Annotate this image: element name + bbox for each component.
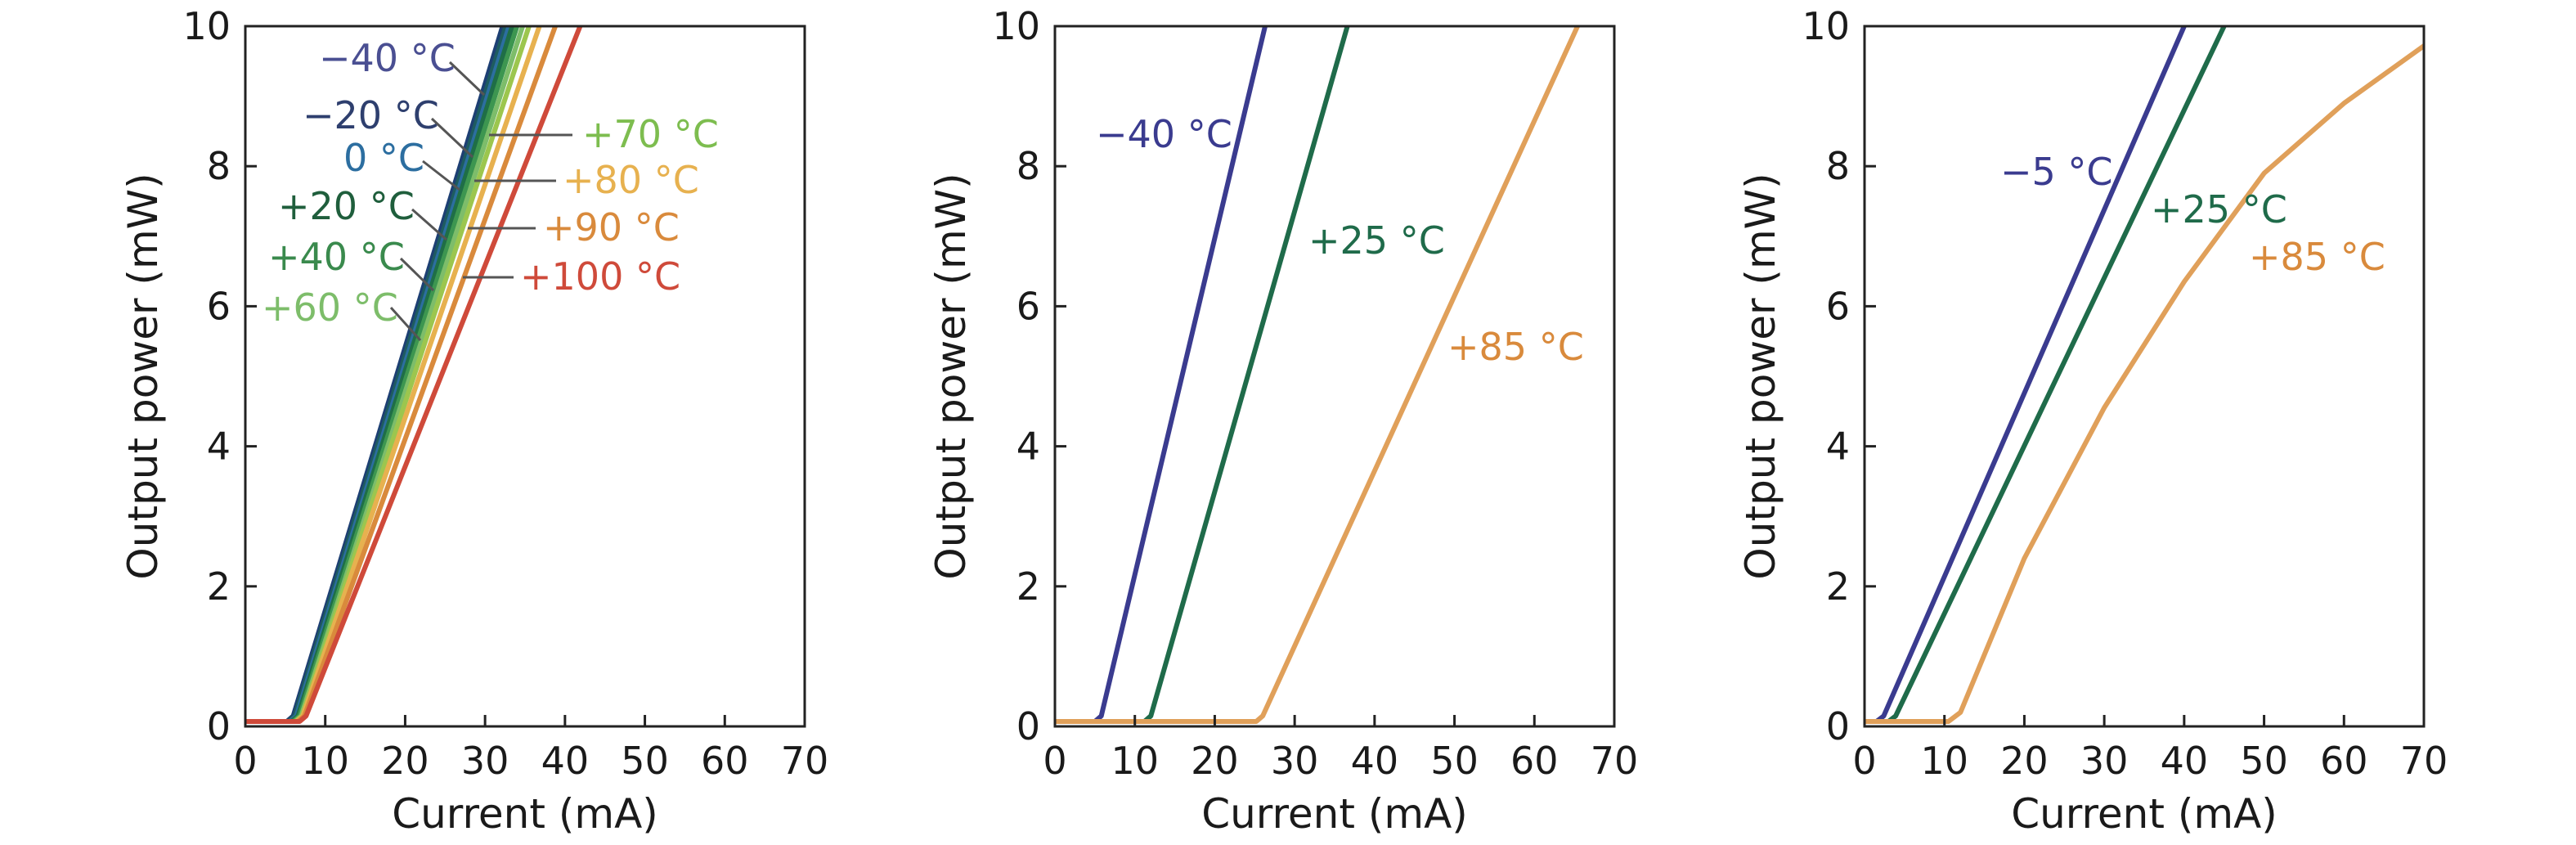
panel-2-y-tick-label: 4 — [1016, 425, 1040, 469]
panel-1-y-tick-label: 4 — [207, 425, 231, 469]
panel-1-ticks: 0 10 20 30 40 50 60 70 0 2 4 6 8 10 — [182, 4, 828, 783]
panel-2-label-plus25: +25 °C — [1308, 218, 1445, 263]
panel-3-y-tick-label: 8 — [1826, 144, 1850, 188]
panel-2-y-tick-label: 0 — [1016, 704, 1040, 748]
panel-1-x-tick-label: 0 — [233, 739, 257, 783]
panel-2-y-tick-label: 10 — [992, 4, 1040, 48]
panel-1-x-tick-label: 30 — [461, 739, 509, 783]
panel-3-x-tick-label: 40 — [2161, 739, 2209, 783]
panel-3-series-line-1 — [1865, 26, 2187, 724]
panel-3-label-plus25: +25 °C — [2151, 187, 2287, 231]
panel-2-x-tick-label: 60 — [1510, 739, 1559, 783]
panel-3-y-axis-label: Output power (mW) — [1737, 173, 1784, 579]
panel-2-label-plus85: +85 °C — [1447, 325, 1584, 369]
panel-2-series-line-1 — [1055, 26, 1268, 724]
panel-1-y-tick-label: 2 — [207, 564, 231, 609]
panel-3-y-tick-label: 6 — [1826, 284, 1850, 328]
panel-1-x-axis-label: Current (mA) — [392, 790, 658, 838]
panel-2-y-tick-label: 8 — [1016, 144, 1040, 188]
panel-1-x-tick-label: 20 — [381, 739, 429, 783]
panel-2-x-tick-label: 70 — [1591, 739, 1639, 783]
panel-1-label-plus20: +20 °C — [278, 184, 415, 228]
panel-1-label-0: 0 °C — [343, 136, 424, 180]
panel-1-leader-plus40 — [399, 257, 435, 292]
panel-2-series-line-3 — [1055, 26, 1581, 724]
panel-3-series-line-2 — [1865, 26, 2227, 724]
panel-1-leader-plus20 — [411, 208, 447, 241]
panel-1-plot-frame — [244, 25, 806, 728]
panel-2-x-axis-label: Current (mA) — [1201, 790, 1468, 838]
panel-1-leader-0 — [422, 160, 460, 191]
panel-2-ticks: 0 10 20 30 40 50 60 70 0 2 4 6 8 10 — [992, 4, 1638, 783]
panel-1-y-tick-label: 0 — [207, 704, 231, 748]
panel-1-label-plus40: +40 °C — [268, 235, 405, 279]
panel-3-y-tick-label: 10 — [1802, 4, 1850, 48]
panel-3-x-tick-label: 20 — [2000, 739, 2049, 783]
panel-1-label-minus20: −20 °C — [303, 93, 439, 137]
panel-1-label-plus90: +90 °C — [543, 205, 680, 249]
panel-3-curves — [1865, 26, 2424, 724]
panel-3: 0 10 20 30 40 50 60 70 0 2 4 6 8 10 Current (mA) Outp… — [1737, 4, 2448, 838]
panel-3-series-line-3 — [1865, 43, 2424, 724]
panel-1-y-tick-label: 8 — [207, 144, 231, 188]
panel-1-label-plus100: +100 °C — [520, 254, 680, 299]
panel-1-x-tick-label: 40 — [541, 739, 590, 783]
panel-3-label-minus5: −5 °C — [2000, 150, 2113, 194]
panel-1-leader-minus20 — [430, 117, 474, 159]
panel-2-curves — [1055, 26, 1581, 724]
panel-1-leader-minus40 — [448, 61, 486, 97]
panel-1-y-tick-label: 6 — [207, 284, 231, 328]
panel-3-plot-frame — [1863, 25, 2426, 728]
panel-3-y-tick-label: 4 — [1826, 425, 1850, 469]
panel-1-x-tick-label: 10 — [301, 739, 349, 783]
panel-2-x-tick-label: 50 — [1430, 739, 1479, 783]
panel-2-x-tick-label: 0 — [1043, 739, 1066, 783]
panel-1-label-plus70: +70 °C — [582, 112, 719, 156]
panel-3-x-tick-label: 60 — [2320, 739, 2368, 783]
panel-3-y-tick-label: 0 — [1826, 704, 1850, 748]
panel-2: 0 10 20 30 40 50 60 70 0 2 4 6 8 10 Current (mA) Outp… — [927, 4, 1638, 838]
panel-2-y-tick-label: 6 — [1016, 284, 1040, 328]
panel-2-x-tick-label: 30 — [1271, 739, 1319, 783]
panel-1-y-tick-label: 10 — [182, 4, 231, 48]
panel-1-label-plus80: +80 °C — [563, 158, 699, 202]
panel-1-label-plus60: +60 °C — [262, 285, 398, 330]
panel-1-curves — [245, 26, 583, 724]
panel-1-x-tick-label: 60 — [701, 739, 749, 783]
panel-2-x-tick-label: 20 — [1191, 739, 1239, 783]
panel-3-x-tick-label: 50 — [2240, 739, 2288, 783]
panel-2-label-minus40: −40 °C — [1096, 112, 1232, 156]
panel-2-x-tick-label: 40 — [1351, 739, 1399, 783]
panel-3-x-tick-label: 0 — [1852, 739, 1876, 783]
panel-3-x-tick-label: 30 — [2080, 739, 2129, 783]
panel-1-x-tick-label: 50 — [621, 739, 669, 783]
panel-2-y-axis-label: Output power (mW) — [927, 173, 975, 579]
panel-1-leader-plus60 — [389, 306, 422, 342]
panel-1-y-axis-label: Output power (mW) — [119, 173, 167, 579]
panel-3-x-tick-label: 10 — [1920, 739, 1968, 783]
panel-3-label-plus85: +85 °C — [2249, 235, 2385, 279]
panel-3-x-tick-label: 70 — [2400, 739, 2448, 783]
panel-1-series-line-10 — [245, 26, 583, 724]
panel-1-x-tick-label: 70 — [781, 739, 829, 783]
panel-2-x-tick-label: 10 — [1111, 739, 1159, 783]
panel-3-ticks: 0 10 20 30 40 50 60 70 0 2 4 6 8 10 — [1802, 4, 2448, 783]
panel-3-y-tick-label: 2 — [1826, 564, 1850, 609]
panel-2-plot-frame — [1053, 25, 1616, 728]
panel-1-label-minus40: −40 °C — [319, 36, 456, 80]
panel-2-y-tick-label: 2 — [1016, 564, 1040, 609]
panel-3-x-axis-label: Current (mA) — [2011, 790, 2278, 838]
panel-1: 0 10 20 30 40 50 60 70 0 2 4 6 8 10 Current (mA) Outp… — [119, 4, 828, 838]
